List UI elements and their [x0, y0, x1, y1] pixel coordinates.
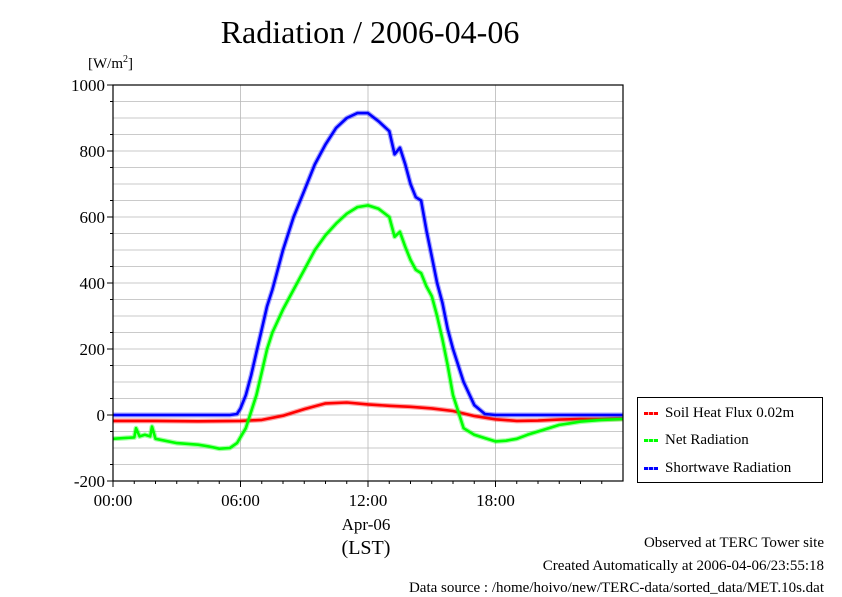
y-tick-label: 400 [80, 274, 106, 293]
x-axis-timezone-label: (LST) [341, 537, 391, 559]
legend-swatch-green [644, 436, 658, 444]
y-tick-label: 200 [80, 340, 106, 359]
shortwave-radiation-line [113, 111, 623, 417]
x-axis-date-label: Apr-06 [341, 515, 391, 534]
series-lines [112, 110, 623, 452]
unit-text: [W/m [88, 56, 123, 72]
footer-observed-site: Observed at TERC Tower site [643, 535, 824, 551]
x-tick-label: 00:00 [94, 491, 133, 510]
footer-data-source: Data source : /home/hoivo/new/TERC-data/… [408, 580, 824, 596]
unit-superscript: 2 [123, 54, 128, 65]
net-radiation-line [112, 204, 623, 451]
legend: Soil Heat Flux 0.02m Net Radiation Short… [637, 397, 823, 483]
legend-label-net-radiation: Net Radiation [665, 431, 749, 448]
legend-swatch-blue [644, 464, 658, 472]
y-tick-label: 0 [97, 406, 106, 425]
x-tick-label: 12:00 [349, 491, 388, 510]
grid-lines [113, 85, 623, 481]
legend-item-soil-heat-flux: Soil Heat Flux 0.02m [644, 403, 794, 423]
y-tick-label: 800 [80, 142, 106, 161]
legend-item-net-radiation: Net Radiation [644, 430, 749, 450]
soil-heat-flux-line [113, 401, 623, 423]
x-tick-label: 06:00 [221, 491, 260, 510]
legend-label-soil-heat-flux: Soil Heat Flux 0.02m [665, 404, 795, 421]
legend-swatch-red [644, 409, 658, 417]
chart-title: Radiation / 2006-04-06 [220, 14, 520, 50]
y-axis-unit-label: [W/m2] [88, 54, 133, 73]
legend-item-shortwave-radiation: Shortwave Radiation [644, 458, 791, 478]
y-tick-label: 600 [80, 208, 106, 227]
x-tick-label: 18:00 [476, 491, 515, 510]
unit-close: ] [128, 56, 133, 72]
y-tick-label: -200 [74, 472, 105, 491]
legend-label-shortwave-radiation: Shortwave Radiation [665, 459, 792, 476]
footer-created-timestamp: Created Automatically at 2006-04-06/23:5… [542, 558, 824, 574]
y-tick-label: 1000 [71, 76, 105, 95]
